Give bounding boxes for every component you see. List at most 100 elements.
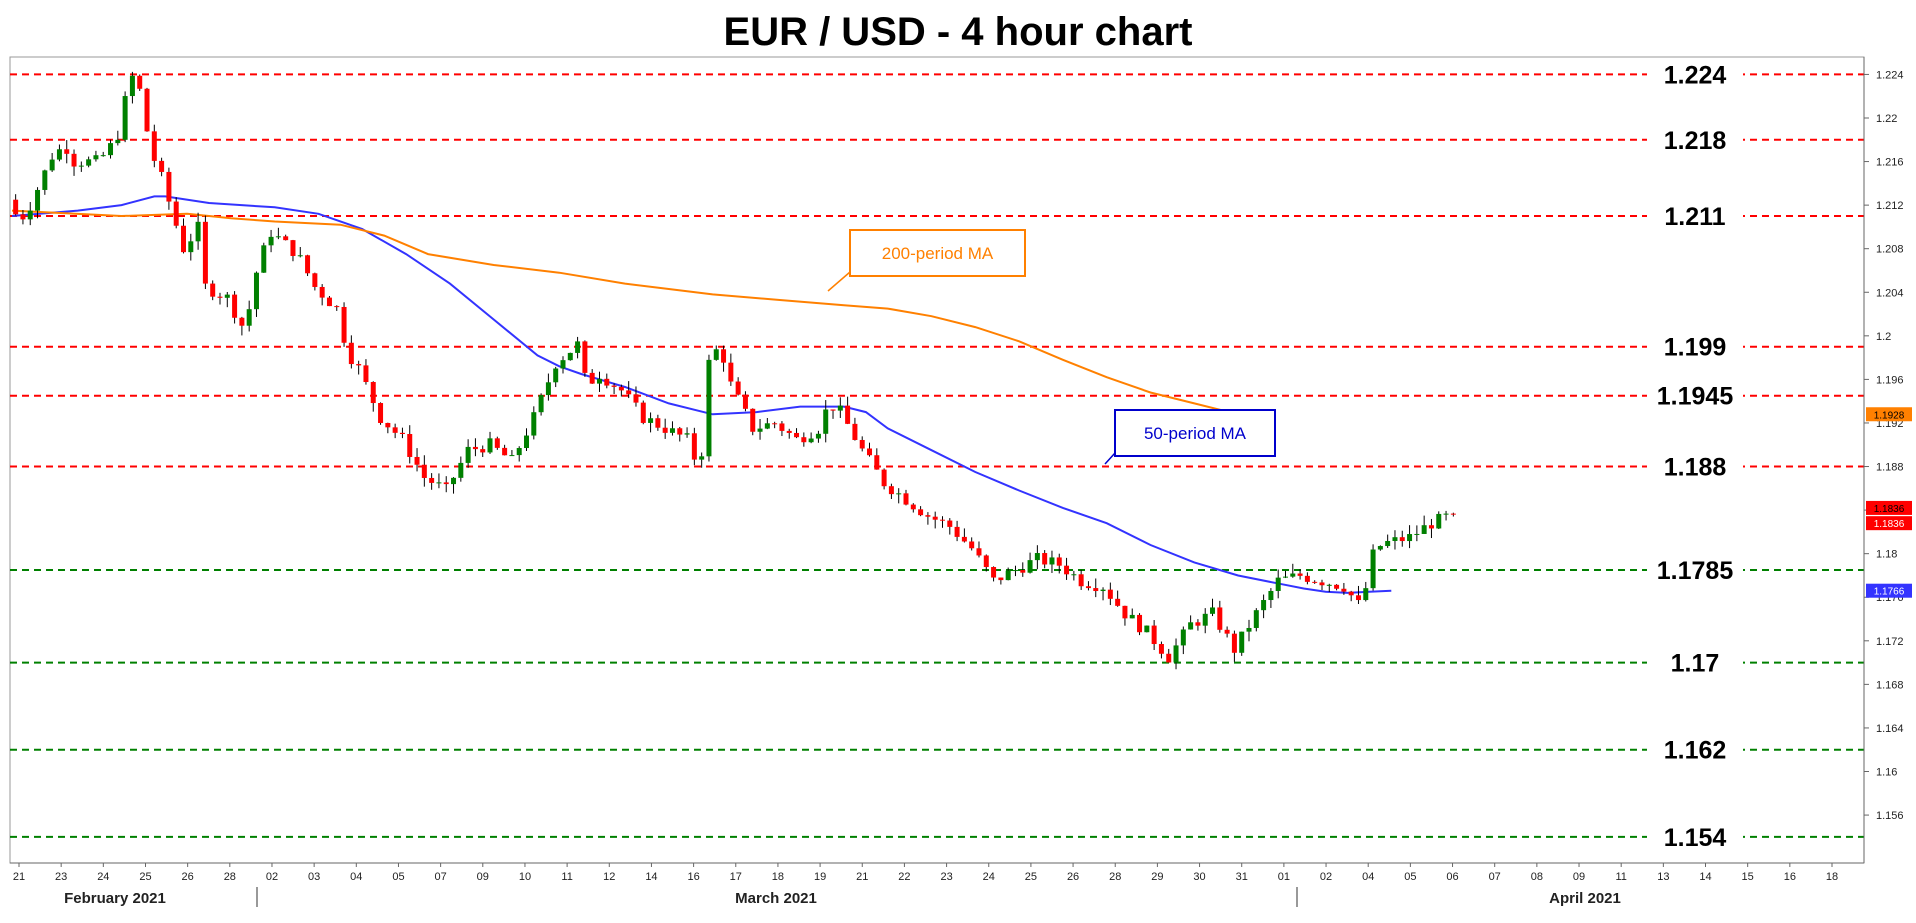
candle-down (1334, 584, 1340, 589)
price-tick-label: 1.196 (1876, 374, 1904, 386)
candle-down (502, 447, 508, 456)
price-tick-label: 1.168 (1876, 679, 1904, 691)
level-label: 1.188 (1664, 454, 1727, 482)
candle-down (399, 432, 405, 434)
level-label-bg (1647, 734, 1743, 765)
candle-up (1443, 513, 1449, 515)
time-tick-label: 11 (561, 871, 572, 883)
candle-up (1370, 549, 1376, 589)
candle-up (108, 143, 114, 156)
candle-down (494, 438, 500, 448)
candle-up (1253, 610, 1259, 628)
candle-down (1158, 644, 1164, 654)
price-tick-label: 1.212 (1876, 200, 1904, 212)
time-tick-label: 04 (1362, 871, 1374, 883)
candle-down (429, 477, 435, 483)
month-label: March 2021 (735, 890, 817, 907)
price-tick-label: 1.18 (1876, 549, 1897, 561)
candle-up (1392, 537, 1398, 541)
candle-down (1312, 581, 1318, 583)
level-label-bg (1647, 59, 1743, 90)
price-tick-label: 1.188 (1876, 462, 1904, 474)
candle-down (735, 381, 741, 395)
level-label-bg (1647, 451, 1743, 482)
time-tick-label: 24 (983, 871, 995, 883)
candle-down (1137, 614, 1143, 633)
candle-down (961, 536, 967, 542)
level-label: 1.211 (1664, 203, 1725, 231)
candle-down (71, 153, 77, 167)
time-tick-label: 16 (687, 871, 699, 883)
candle-down (626, 390, 632, 395)
candle-up (1326, 584, 1332, 586)
level-label: 1.199 (1664, 334, 1727, 362)
candle-up (524, 435, 530, 449)
candle-down (867, 448, 873, 456)
candle-up (1144, 625, 1150, 633)
candle-up (531, 412, 537, 436)
time-tick-label: 21 (13, 871, 25, 883)
candle-up (706, 359, 712, 457)
price-tick-label: 1.204 (1876, 287, 1904, 299)
time-tick-label: 28 (224, 871, 236, 883)
candle-up (575, 341, 581, 353)
time-tick-label: 25 (139, 871, 151, 883)
candle-down (334, 306, 340, 308)
horizontal-levels: 1.224 1.218 1.211 1.199 1.1945 1.188 1.1785 1.1… (10, 59, 1864, 852)
candle-down (801, 437, 807, 443)
candle-down (1078, 574, 1084, 587)
candle-up (1071, 574, 1077, 576)
time-axis: 21 23 24 25 26 28 02 03 04 05 07 09 10 11 12 14 16 17 18 19… (10, 862, 1864, 907)
candle-down (1020, 570, 1026, 573)
candle-down (969, 541, 975, 549)
candle-up (1421, 525, 1427, 534)
annotations: 200-period MA 50-period MA (827, 229, 1276, 465)
candle-down (589, 372, 595, 384)
candle-down (1166, 653, 1172, 663)
candle-up (1034, 553, 1040, 561)
time-tick-label: 14 (645, 871, 657, 883)
candle-down (1217, 607, 1223, 630)
candle-down (1399, 537, 1405, 542)
time-tick-label: 02 (266, 871, 278, 883)
candle-down (356, 364, 362, 366)
candle-up (699, 456, 705, 460)
candle-up (516, 448, 522, 456)
candle-up (1049, 557, 1055, 565)
candle-down (414, 456, 420, 465)
candle-up (596, 378, 602, 384)
candle-down (618, 386, 624, 391)
candle-up (1129, 614, 1135, 619)
price-badge-label: 1.1928 (1874, 410, 1905, 421)
candle-down (779, 423, 785, 431)
candle-down (786, 430, 792, 433)
candle-up (757, 428, 763, 432)
candle-up (1377, 546, 1383, 550)
month-label: February 2021 (64, 890, 166, 907)
candle-down (1042, 553, 1048, 565)
candle-up (1239, 631, 1245, 653)
candle-up (115, 139, 121, 144)
candle-up (86, 159, 92, 166)
time-tick-label: 30 (1193, 871, 1205, 883)
candle-down (181, 225, 187, 253)
candle-up (1290, 573, 1296, 577)
candle-down (144, 88, 150, 132)
time-tick-label: 18 (1826, 871, 1838, 883)
time-tick-label: 02 (1320, 871, 1332, 883)
time-tick-label: 09 (1573, 871, 1585, 883)
time-tick-label: 11 (1615, 871, 1626, 883)
candle-up (669, 428, 675, 433)
time-tick-label: 15 (1742, 871, 1754, 883)
candle-down (947, 520, 953, 527)
level-label: 1.218 (1664, 127, 1727, 155)
candle-up (275, 236, 281, 238)
candle-up (1012, 570, 1018, 572)
time-tick-label: 03 (308, 871, 320, 883)
time-tick-label: 28 (1109, 871, 1121, 883)
candle-down (385, 422, 391, 428)
candle-down (903, 493, 909, 505)
candle-down (326, 297, 332, 307)
candle-up (1282, 576, 1288, 578)
